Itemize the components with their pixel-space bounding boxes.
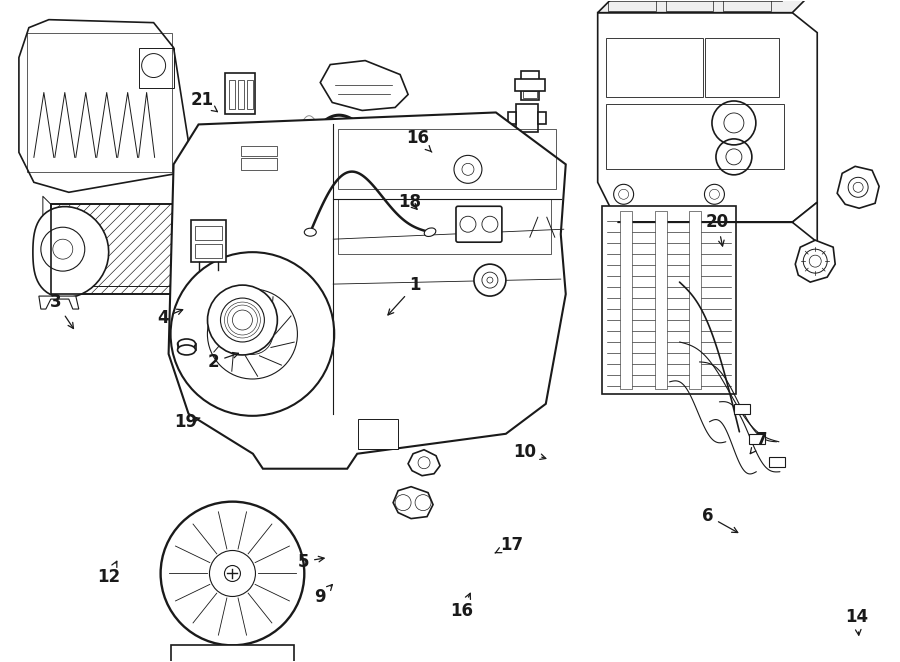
Polygon shape xyxy=(796,240,835,282)
Polygon shape xyxy=(598,0,812,13)
Bar xyxy=(516,105,538,132)
Text: 15: 15 xyxy=(0,661,1,662)
Bar xyxy=(238,79,245,109)
Polygon shape xyxy=(617,203,817,242)
Polygon shape xyxy=(358,419,398,449)
Text: 17: 17 xyxy=(495,536,524,553)
Bar xyxy=(523,91,536,99)
Text: 4: 4 xyxy=(157,309,183,327)
Polygon shape xyxy=(393,487,433,518)
Text: 2: 2 xyxy=(208,352,238,371)
Circle shape xyxy=(614,184,634,205)
Text: 12: 12 xyxy=(97,561,121,587)
Text: 11: 11 xyxy=(0,661,1,662)
Ellipse shape xyxy=(304,228,316,236)
Circle shape xyxy=(224,565,240,581)
Bar xyxy=(230,79,236,109)
Bar xyxy=(50,205,199,294)
Bar xyxy=(606,105,784,169)
Bar xyxy=(508,113,516,124)
Bar xyxy=(770,457,786,467)
Bar xyxy=(654,211,667,389)
Bar xyxy=(606,38,703,97)
Text: 1: 1 xyxy=(388,276,421,315)
Circle shape xyxy=(160,502,304,645)
Bar xyxy=(602,207,736,394)
Text: 9: 9 xyxy=(314,585,332,606)
Bar xyxy=(515,79,544,91)
Text: 5: 5 xyxy=(298,553,324,571)
Bar xyxy=(734,404,751,414)
Polygon shape xyxy=(530,194,554,228)
Circle shape xyxy=(208,285,277,355)
Text: 21: 21 xyxy=(191,91,218,112)
Text: 3: 3 xyxy=(50,293,74,328)
Bar xyxy=(689,211,701,389)
Bar xyxy=(241,158,277,170)
Bar xyxy=(171,645,294,662)
Text: 19: 19 xyxy=(174,413,200,431)
Polygon shape xyxy=(168,113,566,469)
Bar xyxy=(338,199,551,254)
Circle shape xyxy=(705,184,725,205)
Polygon shape xyxy=(408,449,440,476)
Bar xyxy=(705,38,778,97)
Circle shape xyxy=(474,264,506,296)
Text: 20: 20 xyxy=(706,213,729,246)
Text: 16: 16 xyxy=(407,129,432,152)
Bar xyxy=(619,211,632,389)
Bar xyxy=(750,434,765,444)
Bar xyxy=(139,48,174,87)
Ellipse shape xyxy=(424,228,436,236)
Bar xyxy=(191,220,227,262)
Bar xyxy=(194,226,222,240)
Polygon shape xyxy=(837,166,879,209)
Text: 8: 8 xyxy=(0,661,1,662)
Bar xyxy=(608,0,655,11)
Bar xyxy=(194,244,222,258)
Bar xyxy=(538,113,545,124)
Polygon shape xyxy=(320,60,408,111)
Polygon shape xyxy=(33,207,109,298)
Text: 6: 6 xyxy=(702,506,738,532)
Bar xyxy=(724,0,771,11)
Circle shape xyxy=(171,252,334,416)
Text: 16: 16 xyxy=(451,593,473,620)
Bar xyxy=(241,146,277,156)
Bar xyxy=(338,130,556,189)
Text: 10: 10 xyxy=(513,443,545,461)
Text: 13: 13 xyxy=(0,661,1,662)
Bar xyxy=(27,32,172,172)
Bar xyxy=(248,79,254,109)
Text: 18: 18 xyxy=(399,193,421,211)
Polygon shape xyxy=(598,13,817,222)
Bar xyxy=(521,71,539,101)
FancyBboxPatch shape xyxy=(456,207,502,242)
Polygon shape xyxy=(39,296,79,309)
Bar xyxy=(665,0,714,11)
Text: 14: 14 xyxy=(846,608,868,636)
Polygon shape xyxy=(19,20,188,192)
Text: 7: 7 xyxy=(751,431,767,453)
Bar xyxy=(226,73,256,115)
Bar xyxy=(50,205,199,294)
Ellipse shape xyxy=(177,345,195,355)
FancyBboxPatch shape xyxy=(237,140,283,176)
Ellipse shape xyxy=(177,339,195,349)
Text: 22: 22 xyxy=(0,661,1,662)
